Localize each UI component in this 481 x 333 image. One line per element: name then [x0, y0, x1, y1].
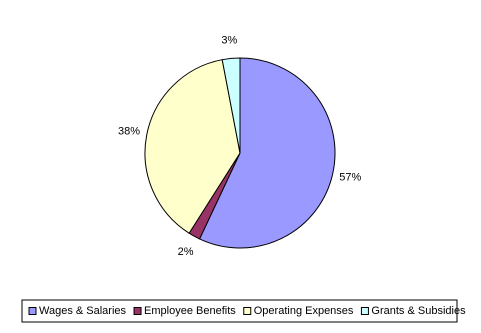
legend-label: Wages & Salaries — [39, 305, 127, 317]
legend-swatch — [360, 307, 369, 315]
data-label: 3% — [221, 34, 237, 46]
data-label: 38% — [118, 126, 140, 138]
pie-slice — [221, 57, 241, 154]
legend-swatch — [28, 307, 37, 315]
data-label: 2% — [178, 246, 194, 258]
legend-label: Grants & Subsidies — [371, 305, 466, 317]
legend-swatch — [133, 307, 142, 315]
legend-box — [21, 299, 458, 323]
pie-slice — [198, 57, 336, 249]
legend-swatch — [243, 307, 252, 315]
pie-slice — [144, 59, 241, 234]
legend-label: Employee Benefits — [144, 305, 236, 317]
legend-label: Operating Expenses — [254, 305, 354, 317]
data-label: 57% — [339, 172, 361, 184]
